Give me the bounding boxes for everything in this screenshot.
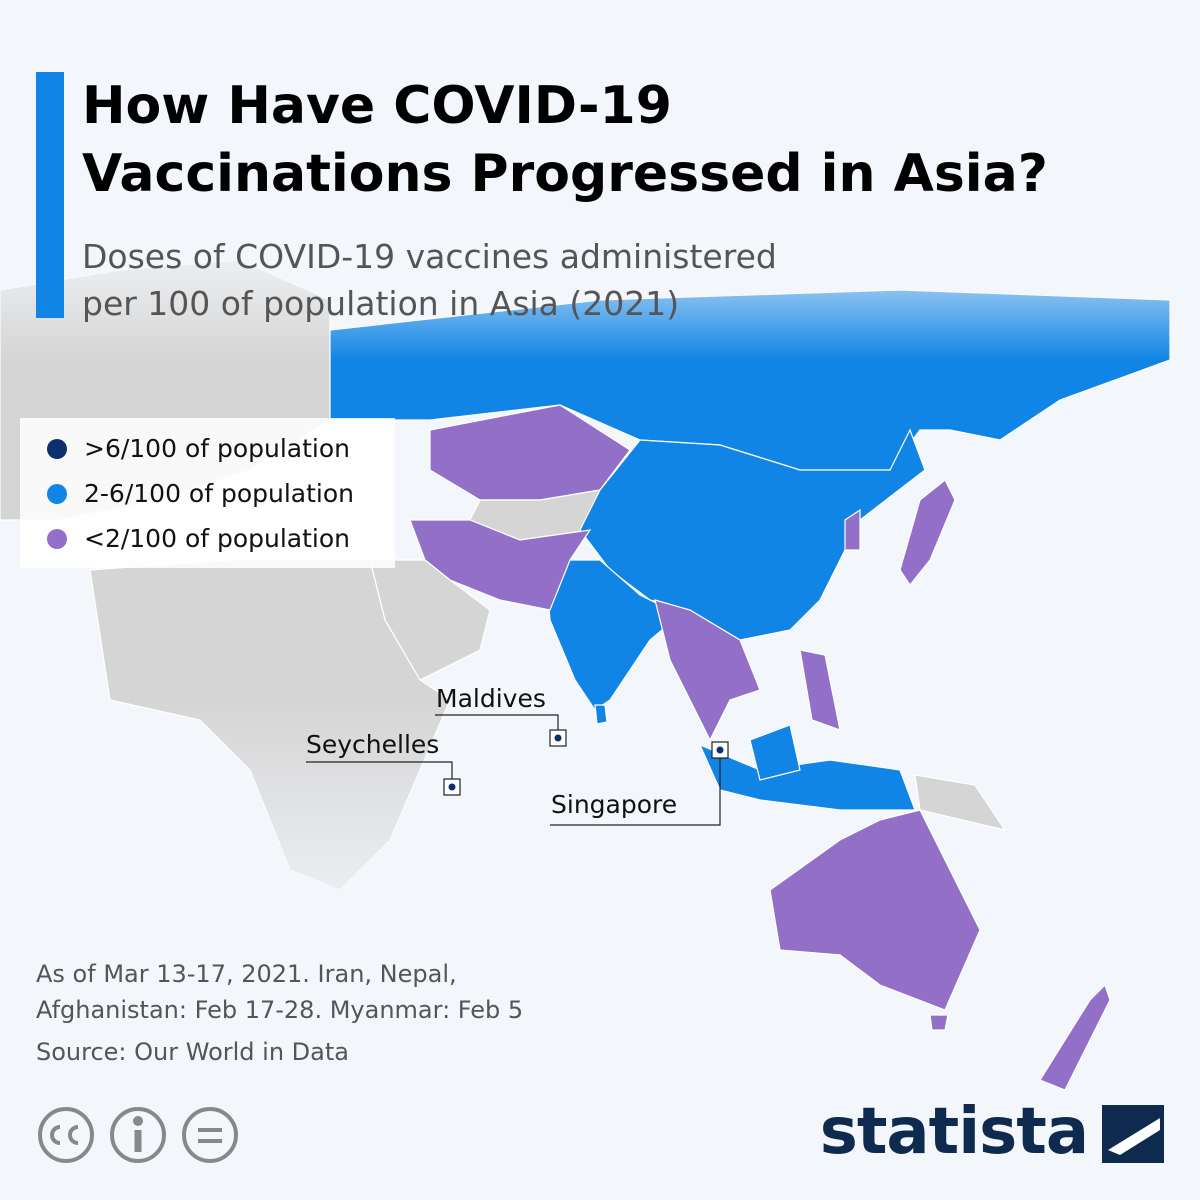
borneo [749, 724, 801, 781]
cc-icon [38, 1107, 94, 1163]
title-bar [36, 72, 64, 318]
callout-line [306, 761, 453, 779]
japan [899, 479, 956, 587]
source: Source: Our World in Data [36, 1038, 349, 1066]
callout-label: Maldives [436, 684, 546, 713]
fade [0, 230, 1200, 360]
callout-label: Seychelles [306, 730, 440, 759]
island-dot [716, 746, 724, 754]
logo: statista [819, 1095, 1089, 1169]
callout-line [435, 714, 559, 730]
india [544, 559, 682, 711]
title: Vaccinations Progressed in Asia? [82, 144, 1048, 204]
subtitle: per 100 of population in Asia (2021) [82, 284, 680, 323]
legend-label: 2-6/100 of population [84, 479, 354, 508]
callout-line [550, 758, 721, 826]
nd-icon [182, 1107, 238, 1163]
southeast-asia [654, 599, 761, 742]
legend-label: >6/100 of population [84, 434, 351, 463]
australia [769, 809, 981, 1011]
legend-box [20, 418, 395, 568]
tasmania [929, 1014, 949, 1031]
indonesia [698, 743, 916, 811]
logo-square [1102, 1105, 1164, 1163]
island-dot [448, 783, 456, 791]
china [579, 428, 926, 641]
logo-icon [1102, 1105, 1164, 1163]
cc-glyph [50, 1125, 79, 1145]
new-zealand [1039, 983, 1111, 1091]
legend-swatch [47, 439, 67, 459]
legend-label: <2/100 of population [84, 524, 351, 553]
by-glyph [133, 1116, 143, 1126]
title: How Have COVID-19 [82, 76, 672, 136]
callout-label: Singapore [551, 790, 678, 819]
legend-swatch [47, 484, 67, 504]
philippines [799, 649, 841, 731]
note: As of Mar 13-17, 2021. Iran, Nepal, [36, 960, 457, 988]
papua [914, 774, 1007, 831]
fade [0, 700, 520, 960]
by-icon [110, 1107, 166, 1163]
subtitle: Doses of COVID-19 vaccines administered [82, 237, 777, 276]
note: Afghanistan: Feb 17-28. Myanmar: Feb 5 [36, 996, 524, 1024]
korea [844, 508, 861, 551]
license-icons [38, 1107, 238, 1163]
sri-lanka [594, 704, 608, 725]
island-dot [554, 734, 562, 742]
legend-swatch [47, 529, 67, 549]
logo-stripe [1108, 1118, 1160, 1155]
